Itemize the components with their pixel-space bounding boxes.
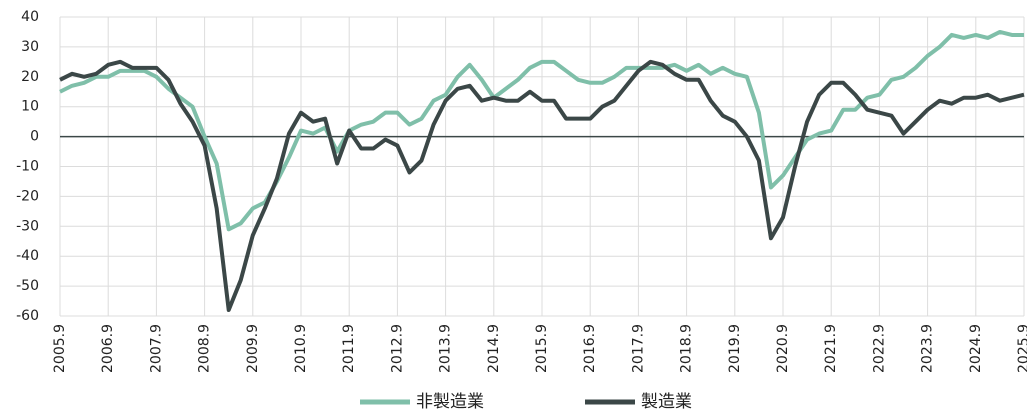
x-tick-label: 2012.9 — [389, 324, 405, 373]
y-tick-label: 10 — [21, 99, 39, 115]
y-tick-label: 40 — [21, 9, 39, 25]
x-tick-label: 2016.9 — [582, 324, 598, 373]
series-line — [59, 59, 1025, 313]
x-tick-label: 2006.9 — [100, 324, 116, 373]
x-tick-label: 2011.9 — [341, 324, 357, 373]
y-tick-label: 0 — [30, 129, 39, 145]
x-tick-label: 2014.9 — [486, 324, 502, 373]
x-tick-label: 2007.9 — [148, 324, 164, 373]
x-tick-label: 2024.9 — [968, 324, 984, 373]
x-tick-label: 2021.9 — [823, 324, 839, 373]
x-tick-label: 2025.9 — [1016, 324, 1027, 373]
y-tick-label: -20 — [16, 188, 39, 204]
x-tick-label: 2010.9 — [293, 324, 309, 373]
x-tick-label: 2008.9 — [197, 324, 213, 373]
x-tick-label: 2023.9 — [920, 324, 936, 373]
y-tick-label: -30 — [16, 218, 39, 234]
legend-label: 非製造業 — [416, 392, 484, 412]
x-tick-label: 2020.9 — [775, 324, 791, 373]
x-tick-label: 2015.9 — [534, 324, 550, 373]
y-tick-label: -60 — [16, 308, 39, 324]
x-tick-label: 2019.9 — [727, 324, 743, 373]
y-tick-label: -40 — [16, 248, 39, 264]
x-tick-label: 2005.9 — [52, 324, 68, 373]
x-tick-label: 2022.9 — [871, 324, 887, 373]
x-tick-label: 2017.9 — [630, 324, 646, 373]
y-tick-label: 20 — [21, 69, 39, 85]
x-tick-label: 2013.9 — [438, 324, 454, 373]
legend-label: 製造業 — [641, 392, 692, 412]
y-tick-label: -50 — [16, 278, 39, 294]
x-tick-label: 2009.9 — [245, 324, 261, 373]
y-tick-label: -10 — [16, 159, 39, 175]
y-tick-label: 30 — [21, 39, 39, 55]
x-tick-label: 2018.9 — [679, 324, 695, 373]
